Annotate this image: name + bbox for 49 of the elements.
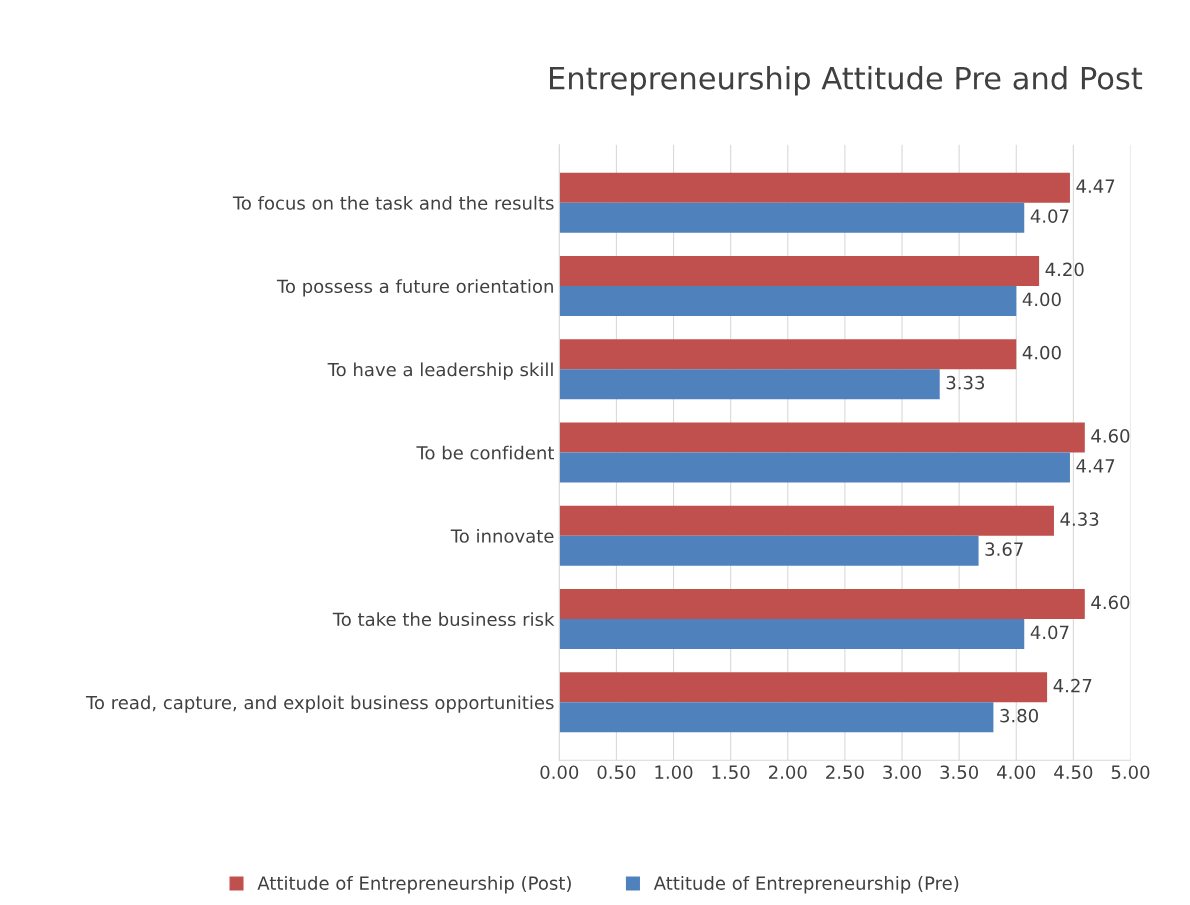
bar bbox=[559, 589, 1085, 619]
y-tick-label: To be confident bbox=[416, 445, 554, 460]
x-tick-label: 2.00 bbox=[769, 765, 807, 780]
data-label: 4.07 bbox=[1030, 209, 1069, 223]
data-label: 4.47 bbox=[1076, 179, 1115, 193]
y-tick-label: To have a leadership skill bbox=[327, 362, 553, 380]
x-tick-label: 4.50 bbox=[1054, 765, 1093, 780]
bar bbox=[559, 452, 1070, 483]
data-label: 4.33 bbox=[1060, 512, 1099, 527]
data-label: 4.60 bbox=[1091, 595, 1130, 610]
bar bbox=[559, 286, 1017, 316]
bar bbox=[559, 256, 1040, 286]
data-label: 4.47 bbox=[1076, 459, 1115, 473]
data-label: 3.80 bbox=[1000, 708, 1038, 723]
legend-label: Attitude of Entrepreneurship (Post) bbox=[257, 876, 571, 894]
data-label: 4.20 bbox=[1045, 262, 1084, 277]
bar bbox=[559, 369, 940, 400]
bar bbox=[559, 202, 1025, 233]
bar bbox=[559, 339, 1017, 370]
y-tick-label: To take the business risk bbox=[332, 612, 555, 627]
y-tick-label: To read, capture, and exploit business opportunities bbox=[85, 695, 554, 713]
y-tick-label: To possess a future orientation bbox=[276, 279, 553, 297]
bar bbox=[559, 535, 979, 566]
y-tick-label: To innovate bbox=[450, 528, 554, 543]
x-tick-label: 1.00 bbox=[655, 765, 693, 780]
x-tick-label: 2.50 bbox=[826, 765, 864, 780]
legend-label: Attitude of Entrepreneurship (Pre) bbox=[653, 876, 959, 894]
bar bbox=[559, 422, 1085, 453]
data-label: 4.00 bbox=[1022, 345, 1061, 360]
data-label: 3.67 bbox=[985, 542, 1023, 556]
y-tick-label: To focus on the task and the results bbox=[232, 195, 554, 210]
data-label: 4.60 bbox=[1091, 429, 1130, 443]
x-tick-label: 3.00 bbox=[883, 765, 921, 780]
data-label: 4.00 bbox=[1022, 292, 1061, 307]
x-tick-label: 0.50 bbox=[597, 765, 636, 780]
x-tick-label: 4.00 bbox=[997, 765, 1036, 780]
data-label: 3.33 bbox=[946, 375, 985, 390]
data-label: 4.27 bbox=[1053, 678, 1092, 693]
x-tick-label: 1.50 bbox=[712, 765, 750, 780]
bar bbox=[559, 672, 1048, 703]
x-tick-label: 3.50 bbox=[940, 765, 979, 780]
x-tick-label: 5.00 bbox=[1111, 765, 1150, 780]
bar bbox=[559, 619, 1025, 649]
x-tick-label: 0.00 bbox=[540, 765, 579, 780]
bar bbox=[559, 505, 1054, 536]
chart-title: Entrepreneurship Attitude Pre and Post bbox=[549, 66, 1143, 96]
bar bbox=[559, 172, 1070, 203]
bar bbox=[559, 702, 994, 733]
data-label: 4.07 bbox=[1030, 625, 1069, 640]
